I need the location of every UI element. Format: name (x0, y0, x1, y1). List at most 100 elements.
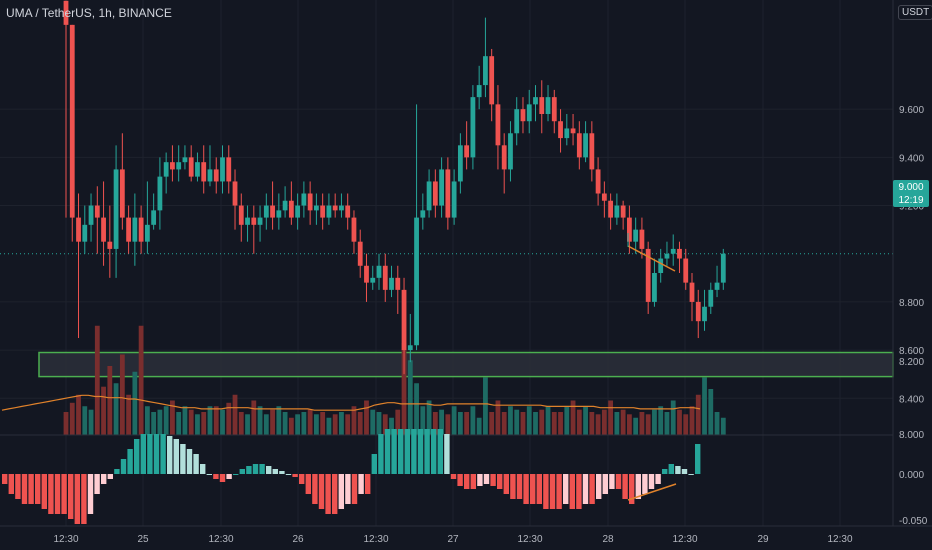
candle-body (132, 217, 138, 242)
macd-bar (318, 474, 325, 509)
candle-body (576, 133, 582, 158)
candle-body (708, 289, 714, 307)
candle-body (113, 169, 119, 249)
volume-bar (708, 389, 714, 435)
volume-bar (501, 412, 507, 435)
candle-body (420, 210, 426, 218)
candle-body (320, 205, 326, 218)
time-tick-label: 27 (447, 534, 459, 545)
candle-body (201, 162, 207, 182)
macd-bar (74, 474, 80, 524)
macd-bar (668, 464, 674, 474)
candle-body (157, 176, 163, 211)
macd-bar (41, 474, 47, 509)
macd-bar (444, 434, 450, 474)
macd-bar (655, 474, 661, 484)
candle-body (520, 109, 526, 122)
volume-bar (251, 400, 257, 435)
volume-bar (401, 343, 407, 435)
volume-bar (664, 412, 670, 435)
volume-bar (639, 412, 645, 435)
volume-bar (495, 400, 501, 435)
macd-bar (371, 454, 377, 474)
volume-bar (226, 402, 232, 435)
macd-bar (437, 429, 443, 474)
volume-bar (314, 414, 319, 435)
volume-bar (414, 383, 419, 435)
macd-bar (81, 474, 87, 524)
macd-bar (629, 474, 635, 504)
candle-body (220, 157, 225, 182)
macd-bar (358, 474, 364, 494)
volume-bar (677, 409, 682, 435)
volume-bar (539, 409, 545, 435)
volume-bar (182, 406, 188, 435)
volume-bar (276, 406, 282, 435)
volume-bar (601, 409, 607, 435)
volume-bar (288, 417, 294, 435)
candle-body (702, 306, 707, 322)
candle-body (714, 282, 720, 290)
candle-body (564, 128, 570, 139)
candle-body (633, 229, 639, 242)
volume-bar (126, 394, 131, 435)
candle-body (432, 181, 438, 206)
volume-bar (88, 409, 94, 435)
macd-bar (378, 434, 384, 474)
volume-bar (533, 412, 538, 435)
candle-body (263, 205, 269, 218)
macd-bar (582, 474, 589, 504)
candle-body (570, 128, 576, 134)
volume-bar (176, 412, 182, 435)
candle-body (170, 162, 175, 170)
volume-bar (376, 412, 382, 435)
macd-bar (332, 474, 338, 514)
macd-bar (417, 429, 424, 474)
candle-body (213, 169, 219, 182)
candle-body (288, 200, 294, 218)
volume-bar (326, 417, 332, 435)
candle-body (351, 217, 357, 242)
candle-body (451, 181, 457, 218)
candle-body (627, 217, 632, 242)
macd-bar (114, 469, 120, 474)
time-tick-label: 25 (137, 534, 149, 545)
macd-bar (272, 469, 278, 474)
macd-bar (398, 429, 404, 474)
volume-bar (320, 412, 326, 435)
volume-bar (213, 406, 219, 435)
macd-bar (503, 474, 509, 494)
macd-bar (477, 474, 483, 486)
candle-body (658, 258, 664, 273)
macd-bar (391, 429, 397, 474)
macd-bar (569, 474, 575, 509)
volume-bar (232, 394, 238, 435)
candle-body (176, 162, 182, 170)
macd-bar (563, 474, 569, 504)
volume-bar (683, 414, 689, 435)
macd-bar (464, 474, 470, 489)
volume-bar (614, 412, 620, 435)
volume-bar (301, 412, 307, 435)
volume-bar (620, 409, 626, 435)
candle-body (608, 200, 614, 218)
volume-ma-line (1, 394, 701, 411)
candle-body (82, 224, 88, 242)
symbol-title[interactable]: UMA / TetherUS, 1h, BINANCE (6, 6, 172, 20)
candle-body (583, 133, 588, 158)
currency-button[interactable]: USDT (898, 5, 932, 20)
volume-bar (451, 406, 457, 435)
price-tick-label: 8.400 (899, 394, 924, 405)
macd-bar (345, 474, 351, 504)
candle-body (364, 265, 369, 283)
candle-body (407, 345, 413, 351)
candle-body (470, 97, 476, 158)
volume-bar (489, 412, 495, 435)
candle-body (163, 162, 169, 177)
macd-bar (173, 439, 179, 474)
macd-bar (101, 474, 107, 484)
time-tick-label: 12:30 (672, 534, 697, 545)
volume-bar (695, 394, 701, 435)
volume-bar (357, 412, 363, 435)
